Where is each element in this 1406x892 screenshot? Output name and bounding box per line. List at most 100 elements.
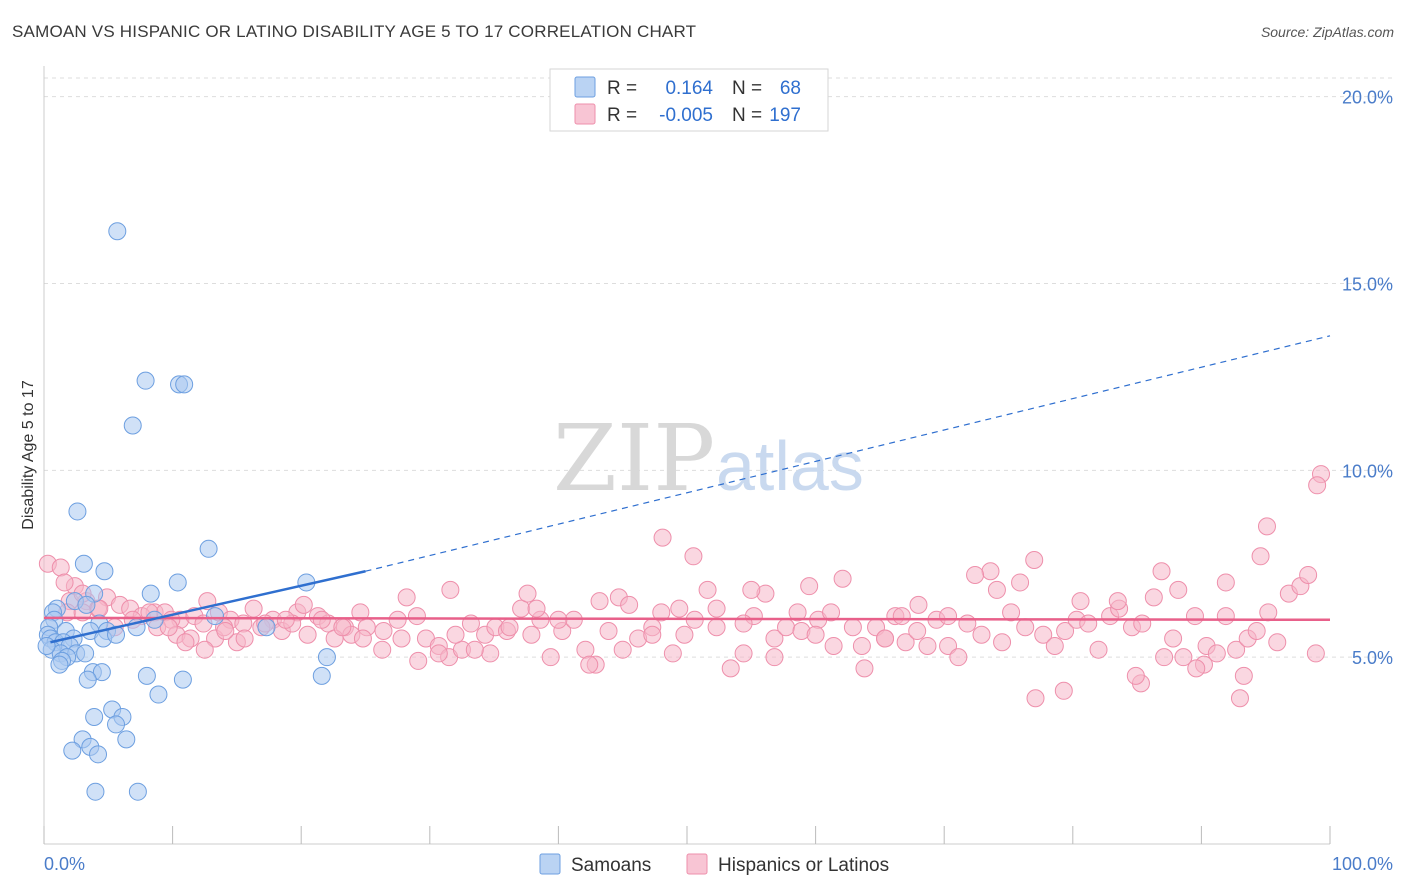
legend-swatch-hispanics	[574, 103, 596, 125]
x-tick-label: 0.0%	[44, 854, 85, 874]
hispanic-point	[1299, 565, 1318, 584]
samoan-point	[141, 584, 160, 603]
hispanic-point	[1011, 573, 1030, 592]
hispanic-point	[353, 629, 372, 648]
hispanic-point	[1251, 547, 1270, 566]
samoan-point	[312, 666, 331, 685]
hispanic-point	[734, 644, 753, 663]
hispanic-point	[541, 648, 560, 667]
hispanic-point	[1056, 622, 1075, 641]
hispanic-point	[441, 580, 460, 599]
samoan-point	[50, 655, 69, 674]
hispanic-point	[1089, 640, 1108, 659]
hispanic-point	[981, 562, 1000, 581]
y-tick-label: 10.0%	[1342, 461, 1393, 481]
hispanic-point	[351, 603, 370, 622]
hispanic-point	[522, 625, 541, 644]
legend-n-value-hispanics: 197	[769, 105, 801, 126]
hispanic-point	[446, 625, 465, 644]
hispanic-point	[777, 618, 796, 637]
samoan-point	[137, 666, 156, 685]
legend-r-value-samoans: 0.164	[665, 78, 713, 99]
hispanic-point	[1155, 648, 1174, 667]
hispanic-point	[1144, 588, 1163, 607]
hispanic-point	[1045, 636, 1064, 655]
hispanic-point	[481, 644, 500, 663]
hispanic-point	[675, 625, 694, 644]
hispanic-point	[972, 625, 991, 644]
grid-layer	[44, 77, 1392, 658]
hispanic-point	[518, 584, 537, 603]
hispanic-point	[1216, 573, 1235, 592]
samoan-point	[149, 685, 168, 704]
hispanic-point	[734, 614, 753, 633]
hispanic-trend-line	[43, 616, 1331, 622]
hispanic-point	[1169, 580, 1188, 599]
samoan-point	[206, 607, 225, 626]
samoan-point	[317, 648, 336, 667]
hispanic-point	[876, 629, 895, 648]
hispanic-point	[392, 629, 411, 648]
hispanic-point	[409, 651, 428, 670]
axis-layer: 5.0% 10.0% 15.0% 20.0% 0.0% 100.0%	[43, 66, 1393, 874]
samoan-point	[175, 375, 194, 394]
hispanic-point	[1054, 681, 1073, 700]
hispanic-point	[1152, 562, 1171, 581]
samoan-point	[108, 222, 127, 241]
watermark: ZIP atlas	[553, 405, 864, 512]
hispanic-point	[653, 528, 672, 547]
hispanic-point	[855, 659, 874, 678]
samoan-point	[123, 416, 142, 435]
hispanic-point	[1025, 551, 1044, 570]
hispanic-point	[1216, 607, 1235, 626]
hispanic-point	[1247, 622, 1266, 641]
hispanic-point	[1164, 629, 1183, 648]
hispanic-point	[216, 622, 235, 641]
hispanic-point	[958, 614, 977, 633]
hispanic-point	[1079, 614, 1098, 633]
hispanic-point	[599, 622, 618, 641]
samoan-point	[95, 562, 114, 581]
hispanic-point	[397, 588, 416, 607]
bottom-legend-swatch-samoans	[539, 853, 561, 875]
samoan-point	[173, 670, 192, 689]
hispanic-point	[824, 636, 843, 655]
samoan-point	[136, 371, 155, 390]
hispanic-point	[294, 595, 313, 614]
hispanic-point	[670, 599, 689, 618]
hispanic-point	[1016, 618, 1035, 637]
hispanic-point	[333, 618, 352, 637]
hispanic-point	[939, 607, 958, 626]
hispanic-point	[373, 640, 392, 659]
hispanic-point	[1259, 603, 1278, 622]
hispanic-point	[55, 573, 74, 592]
hispanic-point	[833, 569, 852, 588]
hispanic-point	[235, 629, 254, 648]
hispanic-point	[1185, 607, 1204, 626]
hispanic-point	[800, 577, 819, 596]
hispanic-point	[1026, 689, 1045, 708]
hispanic-point	[1234, 666, 1253, 685]
hispanic-point	[613, 640, 632, 659]
watermark-zip: ZIP	[553, 405, 715, 512]
samoan-point	[168, 573, 187, 592]
hispanic-point	[643, 625, 662, 644]
hispanic-point	[852, 636, 871, 655]
hispanic-point	[663, 644, 682, 663]
hispanic-point	[590, 592, 609, 611]
samoan-point	[86, 782, 105, 801]
samoan-point	[76, 644, 95, 663]
hispanic-point	[298, 625, 317, 644]
hispanic-point	[1071, 592, 1090, 611]
hispanic-point	[576, 640, 595, 659]
bottom-legend: Samoans Hispanics or Latinos	[539, 853, 889, 876]
hispanic-point	[429, 644, 448, 663]
hispanic-point	[707, 599, 726, 618]
bottom-legend-label-hispanics: Hispanics or Latinos	[718, 855, 889, 876]
hispanic-point	[1257, 517, 1276, 536]
hispanic-point	[966, 565, 985, 584]
hispanic-point	[949, 648, 968, 667]
hispanic-point	[993, 633, 1012, 652]
samoan-point	[85, 707, 104, 726]
hispanic-point	[788, 603, 807, 622]
